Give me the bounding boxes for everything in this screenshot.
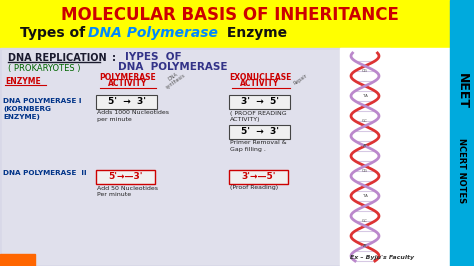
FancyBboxPatch shape <box>97 169 155 184</box>
Text: ENZYME): ENZYME) <box>3 114 40 120</box>
Text: MOLECULAR BASIS OF INHERITANCE: MOLECULAR BASIS OF INHERITANCE <box>61 6 399 24</box>
Text: TA: TA <box>363 194 367 198</box>
Text: Repair: Repair <box>293 72 309 86</box>
Text: Types of: Types of <box>20 26 90 40</box>
Text: TA: TA <box>363 94 367 98</box>
Text: ACTIVITY): ACTIVITY) <box>230 117 261 122</box>
Text: CG: CG <box>362 169 368 173</box>
Bar <box>0 48 390 266</box>
Text: Adds 1000 Nucleotides: Adds 1000 Nucleotides <box>97 110 169 115</box>
Text: Enzyme: Enzyme <box>222 26 287 40</box>
Text: Per minute: Per minute <box>97 192 131 197</box>
Text: ACTIVITY: ACTIVITY <box>109 80 147 89</box>
Bar <box>0 254 35 266</box>
Bar <box>2 50 388 264</box>
Text: Primer Removal &: Primer Removal & <box>230 140 287 146</box>
Text: GC: GC <box>362 219 368 223</box>
Text: (Proof Reading): (Proof Reading) <box>230 185 278 190</box>
Text: 5'  →  3': 5' → 3' <box>241 127 279 136</box>
Text: DNA POLYMERASE I: DNA POLYMERASE I <box>3 98 82 104</box>
Text: DNA Polymerase: DNA Polymerase <box>88 26 218 40</box>
FancyBboxPatch shape <box>97 94 157 109</box>
Text: Ex – Byju's Faculty: Ex – Byju's Faculty <box>350 256 414 260</box>
Text: (KORNBERG: (KORNBERG <box>3 106 51 112</box>
Text: ( PROOF READING: ( PROOF READING <box>230 110 287 115</box>
Text: 3'  →  5': 3' → 5' <box>241 97 279 106</box>
Text: EXONUCLEASE: EXONUCLEASE <box>229 73 291 82</box>
Text: ( PROKARYOTES ): ( PROKARYOTES ) <box>8 64 81 73</box>
Text: DNA REPLICATION: DNA REPLICATION <box>8 53 107 63</box>
Text: Gap filling .: Gap filling . <box>230 147 266 152</box>
Text: 5'→—3': 5'→—3' <box>109 172 143 181</box>
Text: AT: AT <box>363 144 367 148</box>
Text: NCERT NOTES: NCERT NOTES <box>457 138 466 203</box>
Text: DNA  POLYMERASE: DNA POLYMERASE <box>118 62 228 72</box>
FancyBboxPatch shape <box>229 94 291 109</box>
Text: 5'  →  3': 5' → 3' <box>108 97 146 106</box>
Text: DNA
synthesis: DNA synthesis <box>162 68 187 90</box>
Text: :: : <box>112 53 116 63</box>
FancyBboxPatch shape <box>229 169 289 184</box>
Text: IYPES  OF: IYPES OF <box>125 52 182 62</box>
Text: Add 50 Nucleotides: Add 50 Nucleotides <box>97 185 158 190</box>
Text: ACTIVITY: ACTIVITY <box>240 80 280 89</box>
Text: POLYMERASE: POLYMERASE <box>100 73 156 82</box>
Text: per minute: per minute <box>97 117 132 122</box>
FancyBboxPatch shape <box>229 124 291 139</box>
Text: CG: CG <box>362 69 368 73</box>
Text: DNA POLYMERASE  II: DNA POLYMERASE II <box>3 170 87 176</box>
Text: NEET: NEET <box>456 73 468 109</box>
Text: GC: GC <box>362 119 368 123</box>
Text: 3'→—5': 3'→—5' <box>242 172 276 181</box>
Bar <box>450 0 474 266</box>
Text: ENZYME: ENZYME <box>5 77 41 85</box>
Bar <box>340 48 450 266</box>
Text: AT: AT <box>363 244 367 248</box>
